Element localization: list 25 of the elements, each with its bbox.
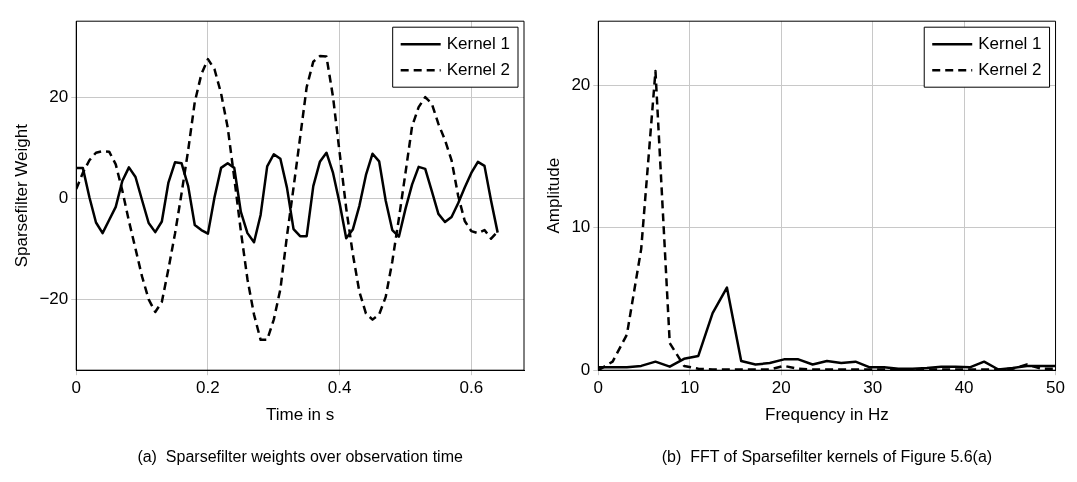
y-tick-label: 0 — [58, 187, 69, 207]
x-tick-label: 0 — [593, 378, 604, 398]
x-tick-label: 0.2 — [196, 378, 220, 398]
x-tick-label: 20 — [771, 378, 791, 398]
text: (a) Sparsefilter weights over observation time — [137, 448, 463, 466]
y-axis-title: Sparsefilter Weight — [11, 123, 31, 268]
x-tick-label: 50 — [1046, 378, 1066, 398]
y-tick-label: 20 — [49, 86, 69, 106]
x-axis-title: Time in s — [265, 405, 335, 425]
legend-label: Kernel 2 — [978, 59, 1042, 79]
text: (b) FFT of Sparsefilter kernels of Figure 5.6(a) — [661, 448, 993, 466]
y-tick-label: 0 — [580, 359, 591, 379]
y-tick-label: 10 — [571, 217, 591, 237]
x-tick-label: 10 — [680, 378, 700, 398]
x-tick-label: 40 — [954, 378, 974, 398]
legend-label: Kernel 1 — [978, 33, 1042, 53]
legend-label: Kernel 2 — [446, 59, 511, 79]
x-tick-label: 30 — [863, 378, 883, 398]
y-axis-title: Amplitude — [543, 157, 563, 234]
x-axis-title: Frequency in Hz — [765, 405, 889, 425]
y-tick-label: −20 — [39, 289, 69, 309]
x-tick-label: 0.6 — [459, 378, 484, 398]
y-tick-label: 20 — [571, 74, 591, 94]
legend-label: Kernel 1 — [446, 33, 511, 53]
x-tick-label: 0.4 — [327, 378, 352, 398]
